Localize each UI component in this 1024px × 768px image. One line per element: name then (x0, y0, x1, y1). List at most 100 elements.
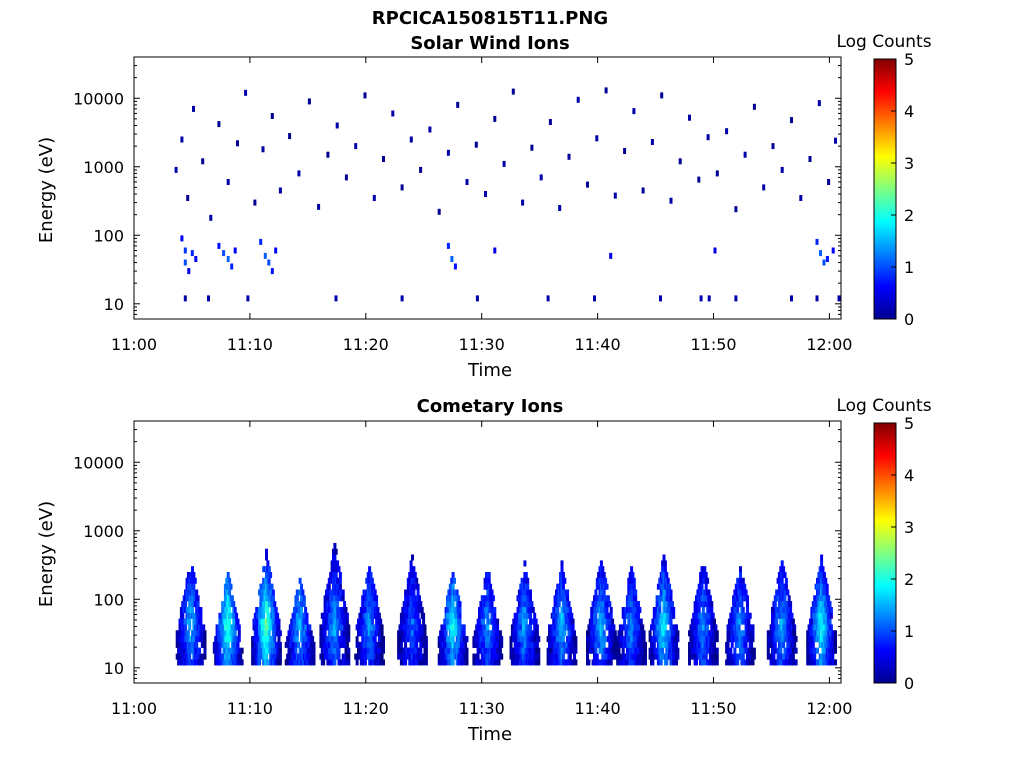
heatmap-cell (451, 572, 455, 578)
heatmap-cell (273, 624, 277, 631)
heatmap-cell (345, 612, 349, 619)
heatmap-cell (625, 607, 629, 613)
heatmap-cell (699, 295, 703, 302)
heatmap-cell (400, 295, 404, 302)
heatmap-cell (771, 607, 774, 613)
heatmap-cell (609, 607, 613, 613)
x-tick-label: 11:30 (459, 335, 505, 354)
heatmap-cell (743, 151, 747, 158)
chart-title: Solar Wind Ions (410, 33, 569, 54)
heatmap-cell (713, 641, 716, 648)
heatmap-cell (372, 653, 376, 660)
heatmap-cell (790, 612, 794, 619)
heatmap-cell (811, 641, 815, 648)
heatmap-cell (274, 247, 278, 254)
heatmap-cell (344, 659, 348, 666)
heatmap-cell (419, 647, 423, 654)
heatmap-cell (635, 659, 639, 666)
x-tick-label: 11:00 (111, 699, 157, 718)
heatmap-cell (663, 583, 667, 590)
heatmap-cell (405, 653, 409, 660)
heatmap-cell (708, 595, 712, 602)
heatmap-cell (571, 659, 575, 666)
heatmap-cell (183, 295, 187, 302)
heatmap-cell (779, 659, 783, 666)
heatmap-cell (675, 641, 678, 648)
heatmap-cell (821, 566, 825, 573)
heatmap-cell (440, 624, 444, 631)
heatmap-cell (465, 653, 469, 660)
heatmap-cell (450, 256, 454, 262)
heatmap-cell (312, 641, 316, 648)
heatmap-cell (327, 607, 331, 613)
heatmap-cell (186, 195, 190, 201)
heatmap-cell (239, 653, 243, 660)
heatmap-cell (406, 601, 410, 608)
heatmap-cell (278, 653, 282, 660)
heatmap-cell (486, 636, 490, 643)
heatmap-cell (638, 653, 642, 660)
heatmap-cell (794, 647, 798, 654)
heatmap-cell (790, 117, 793, 124)
heatmap-cell (258, 589, 261, 596)
heatmap-cell (402, 618, 406, 625)
heatmap-cell (669, 618, 673, 625)
heatmap-cell (209, 214, 213, 221)
heatmap-cell (574, 647, 578, 654)
heatmap-cell (644, 641, 647, 648)
heatmap-cell (274, 607, 278, 613)
heatmap-cell (359, 630, 363, 637)
heatmap-cell (258, 607, 261, 613)
heatmap-cell (490, 589, 494, 596)
heatmap-cell (560, 566, 564, 573)
heatmap-cell (549, 647, 553, 654)
heatmap-cell (408, 653, 412, 660)
heatmap-cell (226, 630, 230, 637)
heatmap-cell (192, 583, 196, 590)
heatmap-cell (521, 199, 525, 206)
heatmap-cell (829, 612, 833, 619)
heatmap-cell (184, 618, 188, 625)
heatmap-cell (450, 618, 454, 625)
heatmap-cell (665, 572, 669, 578)
heatmap-cell (290, 624, 294, 631)
heatmap-cell (779, 601, 783, 608)
heatmap-cell (568, 653, 572, 660)
heatmap-cell (789, 647, 793, 654)
heatmap-cell (273, 653, 277, 660)
heatmap-cell (181, 653, 185, 660)
heatmap-cell (236, 140, 239, 147)
heatmap-cell (595, 653, 599, 660)
heatmap-cell (775, 630, 779, 637)
heatmap-cell (791, 653, 795, 660)
heatmap-cell (203, 636, 207, 643)
colorbar-label: Log Counts (836, 396, 931, 416)
heatmap-cell (822, 612, 826, 619)
heatmap-cell (337, 647, 341, 654)
heatmap-cell (706, 134, 710, 141)
heatmap-cell (193, 653, 197, 660)
heatmap-cell (632, 583, 636, 590)
heatmap-cell (775, 624, 779, 631)
heatmap-cell (323, 595, 327, 602)
heatmap-cell (453, 607, 456, 613)
heatmap-cell (617, 647, 621, 654)
heatmap-cell (566, 589, 570, 596)
heatmap-cell (623, 148, 627, 154)
heatmap-cell (406, 589, 410, 596)
heatmap-cell (370, 577, 374, 584)
heatmap-cell (322, 659, 326, 666)
heatmap-cell (746, 653, 749, 660)
heatmap-cell (831, 247, 835, 254)
heatmap-cell (192, 105, 195, 112)
heatmap-cell (740, 659, 744, 666)
heatmap-cell (739, 577, 742, 584)
heatmap-cell (453, 263, 457, 270)
heatmap-cell (409, 560, 413, 567)
heatmap-cell (370, 607, 374, 613)
heatmap-cell (443, 618, 447, 625)
heatmap-cell (533, 612, 537, 619)
heatmap-cell (573, 653, 576, 660)
heatmap-cell (708, 647, 712, 654)
heatmap-cell (529, 624, 532, 631)
